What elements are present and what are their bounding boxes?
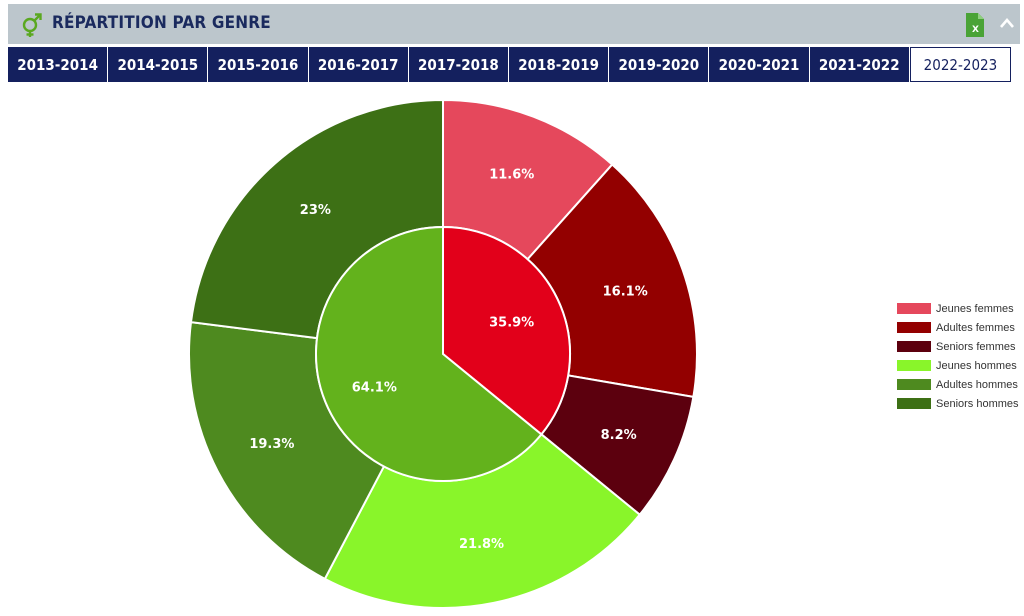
legend-swatch (897, 341, 931, 352)
tab-2014-2015[interactable]: 2014-2015 (108, 47, 209, 82)
outer-data-label: 21.8% (459, 537, 504, 552)
tab-2013-2014[interactable]: 2013-2014 (8, 47, 109, 82)
page-title: RÉPARTITION PAR GENRE (52, 13, 271, 33)
legend-swatch (897, 303, 931, 314)
outer-data-label: 23% (300, 203, 331, 218)
legend-item[interactable]: Seniors hommes (897, 394, 1019, 413)
outer-data-label: 8.2% (601, 428, 637, 443)
legend-label: Seniors femmes (936, 340, 1016, 353)
tab-2016-2017[interactable]: 2016-2017 (308, 47, 409, 82)
legend-swatch (897, 398, 931, 409)
tab-2018-2019[interactable]: 2018-2019 (509, 47, 610, 82)
tab-2015-2016[interactable]: 2015-2016 (208, 47, 309, 82)
tab-2019-2020[interactable]: 2019-2020 (609, 47, 710, 82)
season-tabs: 2013-2014 2014-2015 2015-2016 2016-2017 2017… (8, 47, 1012, 82)
legend-item[interactable]: Seniors femmes (897, 337, 1019, 356)
svg-text:X: X (972, 25, 979, 35)
legend-item[interactable]: Jeunes femmes (897, 299, 1019, 318)
excel-export-icon[interactable]: X (966, 13, 984, 37)
tab-2022-2023[interactable]: 2022-2023 (909, 47, 1012, 82)
legend-label: Seniors hommes (936, 397, 1019, 410)
legend-label: Jeunes femmes (936, 302, 1014, 315)
tab-2021-2022[interactable]: 2021-2022 (809, 47, 910, 82)
legend-item[interactable]: Adultes hommes (897, 375, 1019, 394)
legend-swatch (897, 322, 931, 333)
inner-data-label: 35.9% (489, 315, 534, 330)
chevron-up-icon[interactable] (998, 16, 1016, 30)
inner-slice[interactable] (442, 225, 571, 436)
legend-label: Adultes hommes (936, 378, 1018, 391)
outer-data-label: 16.1% (603, 284, 648, 299)
panel-header: RÉPARTITION PAR GENRE X (8, 4, 1020, 44)
legend-label: Jeunes hommes (936, 359, 1017, 372)
legend-item[interactable]: Adultes femmes (897, 318, 1019, 337)
tab-2020-2021[interactable]: 2020-2021 (709, 47, 810, 82)
chart-legend: Jeunes femmes Adultes femmes Seniors femme… (897, 299, 1019, 413)
gender-icon (22, 13, 42, 37)
legend-label: Adultes femmes (936, 321, 1015, 334)
outer-data-label: 11.6% (489, 168, 534, 183)
legend-swatch (897, 379, 931, 390)
legend-swatch (897, 360, 931, 371)
inner-slice[interactable] (315, 225, 543, 482)
inner-data-label: 64.1% (352, 381, 397, 396)
tab-2017-2018[interactable]: 2017-2018 (408, 47, 510, 82)
outer-data-label: 19.3% (249, 437, 294, 452)
legend-item[interactable]: Jeunes hommes (897, 356, 1019, 375)
